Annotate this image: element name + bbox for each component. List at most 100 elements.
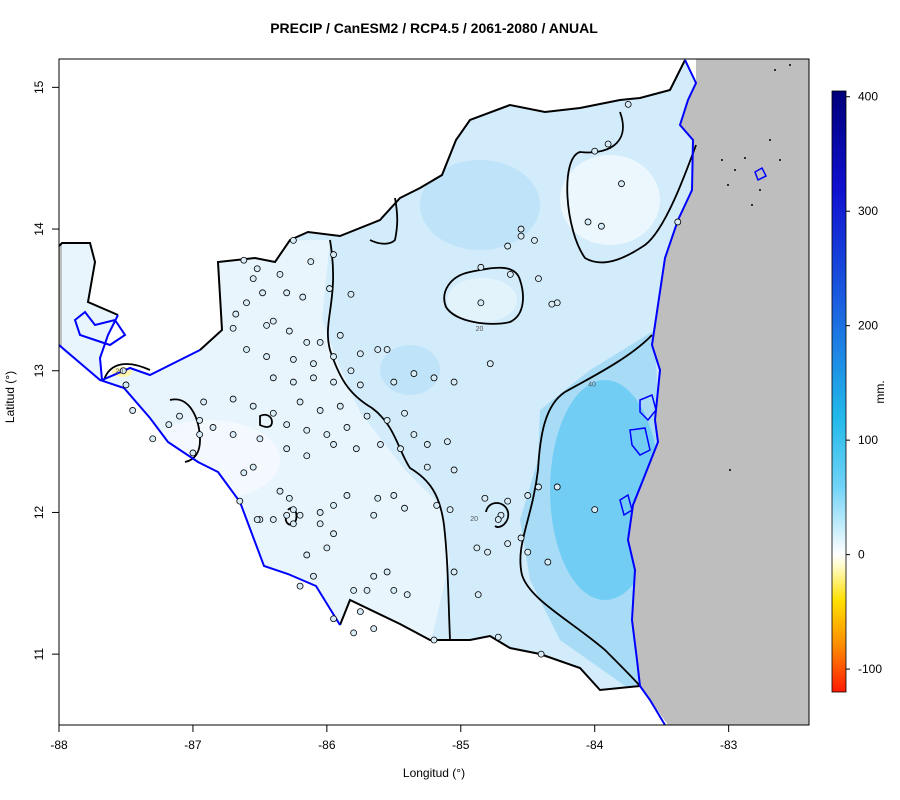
station-marker (504, 497, 512, 505)
station-marker (494, 516, 502, 523)
station-marker (303, 339, 311, 346)
station-marker (229, 324, 237, 332)
station-marker (624, 100, 632, 108)
station-marker (423, 463, 431, 471)
station-marker (352, 445, 360, 453)
station-marker (494, 633, 502, 641)
station-marker (269, 374, 277, 382)
colorbar-tick-label: 0 (858, 548, 865, 562)
station-marker (504, 540, 512, 548)
station-marker (296, 511, 304, 519)
pacific-ocean (59, 345, 665, 725)
station-marker (477, 263, 485, 271)
station-marker (289, 520, 297, 528)
station-marker (450, 568, 458, 576)
station-marker (347, 367, 355, 375)
station-marker (618, 180, 625, 188)
contour-lines (103, 111, 697, 687)
station-marker (481, 494, 489, 502)
station-marker (446, 506, 454, 514)
x-tick-label: -84 (586, 738, 604, 752)
contour-20-west (326, 239, 451, 641)
station-marker (269, 317, 277, 325)
station-marker (524, 492, 532, 499)
station-marker (243, 346, 250, 353)
station-marker (316, 509, 324, 516)
station-marker (229, 395, 237, 403)
contour-labels: 20 20 40 20 (115, 326, 596, 523)
y-tick-label: 13 (32, 364, 46, 378)
station-marker (430, 374, 438, 382)
x-tick-label: -85 (452, 738, 470, 752)
field-ne-light (560, 155, 660, 245)
station-marker (591, 506, 599, 514)
station-marker (383, 416, 391, 424)
x-tick-label: -87 (184, 738, 202, 752)
x-tick-label: -83 (720, 738, 738, 752)
station-marker (430, 636, 438, 644)
station-marker (363, 586, 371, 594)
station-marker (374, 346, 382, 353)
station-marker (310, 360, 317, 368)
station-marker (196, 416, 204, 424)
contour-label: 40 (588, 381, 596, 388)
station-marker (433, 501, 441, 509)
station-marker (443, 438, 451, 445)
station-marker (336, 402, 344, 410)
station-marker (504, 242, 512, 250)
station-marker (506, 270, 514, 278)
contour-20-small (259, 413, 273, 428)
station-marker (517, 534, 525, 542)
station-marker (584, 218, 592, 226)
station-marker (347, 290, 355, 298)
station-marker (397, 445, 404, 453)
x-tick-label: -86 (318, 738, 336, 752)
station-marker (249, 463, 257, 471)
station-marker (370, 572, 378, 580)
contour-20-south (485, 502, 510, 528)
station-marker (390, 586, 398, 594)
station-marker (390, 492, 398, 499)
station-marker (350, 629, 358, 637)
x-axis-label: Longitud (°) (402, 766, 466, 780)
y-tick-label: 15 (32, 80, 46, 94)
station-marker (323, 431, 331, 438)
corn-island (754, 166, 768, 182)
station-marker (307, 258, 315, 266)
station-marker (377, 441, 384, 448)
station-marker (259, 289, 266, 297)
station-marker (598, 222, 605, 230)
station-marker (196, 431, 204, 438)
station-marker (350, 586, 358, 594)
station-marker (330, 353, 337, 360)
station-marker (604, 140, 612, 148)
station-marker (276, 270, 284, 278)
station-marker (256, 435, 264, 443)
field-blob-center (380, 345, 440, 395)
contour-label: 20 (115, 369, 123, 376)
station-marker (303, 426, 311, 434)
station-marker (200, 398, 208, 406)
station-marker (276, 487, 284, 495)
station-marker (263, 321, 270, 329)
station-marker (296, 582, 304, 590)
station-marker (403, 591, 411, 599)
station-marker (374, 494, 382, 502)
y-tick-label: 11 (32, 648, 46, 661)
station-marker (370, 625, 378, 633)
station-marker (330, 530, 337, 538)
station-marker (283, 421, 291, 428)
station-marker (517, 225, 525, 233)
contour-label: 20 (476, 326, 484, 333)
station-marker (189, 449, 197, 457)
station-marker (232, 310, 240, 318)
station-marker (289, 236, 297, 244)
caribbean-ocean (59, 59, 686, 380)
station-marker (283, 511, 291, 519)
station-marker (283, 289, 291, 297)
station-marker (330, 378, 337, 386)
contour-20-north (369, 197, 399, 245)
honduras-border (59, 59, 686, 351)
contour-20-gulf (103, 363, 151, 381)
station-marker (553, 483, 561, 491)
